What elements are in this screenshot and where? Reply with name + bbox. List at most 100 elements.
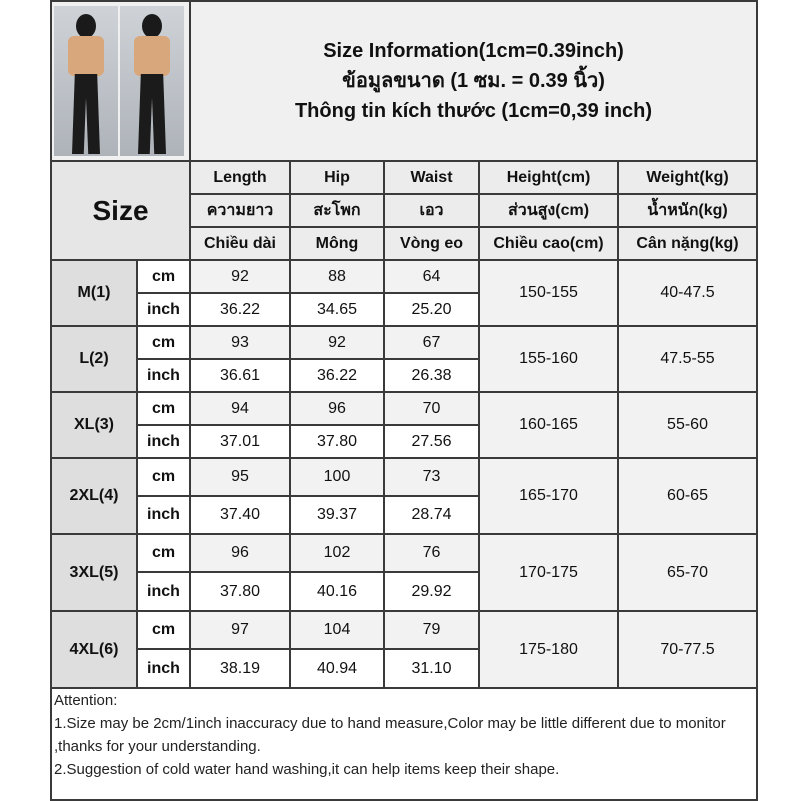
measurement-cell: 93	[189, 325, 291, 360]
height-range: 160-165	[478, 391, 619, 459]
table-row: 2XL(4) cm 95 100 73 165-170 60-65	[50, 457, 759, 535]
column-header-vi: Mông	[289, 226, 385, 261]
column-header-vi: Chiều dài	[189, 226, 291, 261]
measurement-cell: 34.65	[289, 292, 385, 327]
column-header-en: Waist	[383, 160, 480, 195]
measurement-cell: 36.61	[189, 358, 291, 393]
model-back-photo	[120, 6, 184, 156]
measurement-cell: 37.01	[189, 424, 291, 459]
model-front-photo	[54, 6, 118, 156]
size-label: 4XL(6)	[50, 610, 138, 689]
weight-range: 60-65	[616, 457, 759, 535]
measurement-cell: 36.22	[289, 358, 385, 393]
weight-range: 40-47.5	[616, 259, 759, 327]
size-header: Size	[50, 160, 191, 261]
measurement-cell: 64	[383, 259, 480, 294]
table-row: inch 38.19 40.94 31.10	[51, 648, 757, 689]
measurement-cell: 76	[383, 533, 480, 573]
measurement-cell: 39.37	[289, 495, 385, 535]
size-label: 3XL(5)	[50, 533, 138, 612]
unit-label: cm	[136, 533, 191, 573]
height-range: 150-155	[478, 259, 619, 327]
table-row: inch 37.40 39.37 28.74	[51, 495, 757, 535]
measurement-cell: 73	[383, 457, 480, 497]
table-row: inch 37.01 37.80 27.56	[51, 424, 757, 459]
size-table: Size Information(1cm=0.39inch) ข้อมูลขนา…	[49, 0, 759, 801]
weight-range: 47.5-55	[616, 325, 759, 393]
measurement-cell: 27.56	[383, 424, 480, 459]
measurement-cell: 96	[189, 533, 291, 573]
measurement-cell: 70	[383, 391, 480, 426]
column-header-vi: Chiều cao(cm)	[478, 226, 619, 261]
size-label: 2XL(4)	[50, 457, 138, 535]
measurement-cell: 96	[289, 391, 385, 426]
size-label: M(1)	[50, 259, 138, 327]
measurement-cell: 67	[383, 325, 480, 360]
unit-label: inch	[136, 571, 191, 612]
table-row: XL(3) cm 94 96 70 160-165 55-60	[50, 391, 759, 459]
column-header-th: น้ำหนัก(kg)	[616, 193, 759, 228]
title-vietnamese: Thông tin kích thước (1cm=0,39 inch)	[294, 100, 653, 122]
unit-label: inch	[136, 648, 191, 689]
measurement-cell: 25.20	[383, 292, 480, 327]
measurement-cell: 38.19	[189, 648, 291, 689]
column-header-en: Weight(kg)	[616, 160, 759, 195]
column-header-en: Length	[189, 160, 291, 195]
unit-label: inch	[136, 495, 191, 535]
column-header-vi: Cân nặng(kg)	[616, 226, 759, 261]
attention-note-2: 2.Suggestion of cold water hand washing,…	[54, 761, 560, 778]
unit-label: inch	[136, 358, 191, 393]
weight-range: 65-70	[616, 533, 759, 612]
unit-label: cm	[136, 610, 191, 650]
table-row: inch 37.80 40.16 29.92	[51, 571, 757, 612]
unit-label: cm	[136, 259, 191, 294]
measurement-cell: 37.80	[289, 424, 385, 459]
measurement-cell: 29.92	[383, 571, 480, 612]
measurement-cell: 92	[289, 325, 385, 360]
measurement-cell: 28.74	[383, 495, 480, 535]
column-header-th: สะโพก	[289, 193, 385, 228]
column-header-en: Height(cm)	[478, 160, 619, 195]
height-range: 155-160	[478, 325, 619, 393]
measurement-cell: 97	[189, 610, 291, 650]
measurement-cell: 40.94	[289, 648, 385, 689]
measurement-cell: 40.16	[289, 571, 385, 612]
title-thai: ข้อมูลขนาด (1 ซม. = 0.39 นิ้ว)	[342, 70, 605, 92]
table-row: inch 36.61 36.22 26.38	[51, 358, 757, 393]
unit-label: inch	[136, 292, 191, 327]
table-row: M(1) cm 92 88 64 150-155 40-47.5	[50, 259, 759, 327]
size-label: L(2)	[50, 325, 138, 393]
column-header-en: Hip	[289, 160, 385, 195]
table-row: L(2) cm 93 92 67 155-160 47.5-55	[50, 325, 759, 393]
measurement-cell: 92	[189, 259, 291, 294]
table-row: inch 36.22 34.65 25.20	[51, 292, 757, 327]
measurement-cell: 31.10	[383, 648, 480, 689]
attention-note-1: 1.Size may be 2cm/1inch inaccuracy due t…	[54, 715, 726, 755]
title-english: Size Information(1cm=0.39inch)	[323, 40, 624, 62]
measurement-cell: 37.40	[189, 495, 291, 535]
measurement-cell: 100	[289, 457, 385, 497]
size-chart: Size Information(1cm=0.39inch) ข้อมูลขนา…	[49, 0, 759, 801]
unit-label: cm	[136, 457, 191, 497]
height-range: 165-170	[478, 457, 619, 535]
measurement-cell: 95	[189, 457, 291, 497]
column-header-th: ส่วนสูง(cm)	[478, 193, 619, 228]
attention-heading: Attention:	[54, 692, 118, 709]
unit-label: inch	[136, 424, 191, 459]
measurement-cell: 88	[289, 259, 385, 294]
size-label: XL(3)	[50, 391, 138, 459]
measurement-cell: 104	[289, 610, 385, 650]
column-header-th: ความยาว	[189, 193, 291, 228]
measurement-cell: 26.38	[383, 358, 480, 393]
weight-range: 55-60	[616, 391, 759, 459]
table-row: 4XL(6) cm 97 104 79 175-180 70-77.5	[50, 610, 759, 689]
measurement-cell: 102	[289, 533, 385, 573]
column-header-vi: Vòng eo	[383, 226, 480, 261]
attention-notes: Attention: 1.Size may be 2cm/1inch inacc…	[49, 687, 759, 801]
column-header-th: เอว	[383, 193, 480, 228]
unit-label: cm	[136, 325, 191, 360]
measurement-cell: 36.22	[189, 292, 291, 327]
unit-label: cm	[136, 391, 191, 426]
title-block: Size Information(1cm=0.39inch) ข้อมูลขนา…	[188, 0, 759, 162]
measurement-cell: 37.80	[189, 571, 291, 612]
